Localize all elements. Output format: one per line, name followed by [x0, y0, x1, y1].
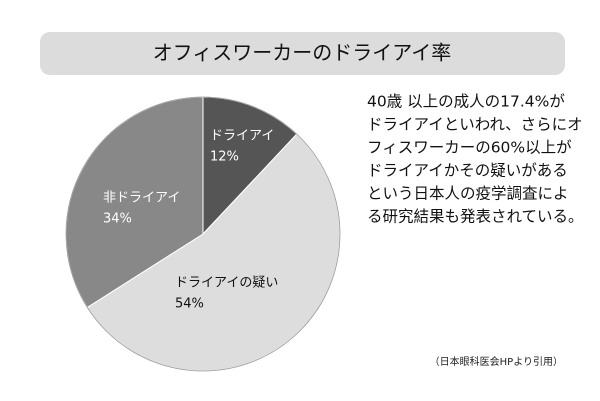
slice-value-label: 54%	[175, 297, 204, 312]
slice-value-label: 12%	[210, 150, 239, 165]
chart-title: オフィスワーカーのドライアイ率	[153, 41, 452, 65]
slice-label: ドライアイ	[210, 129, 274, 144]
title-box	[40, 32, 565, 75]
description-line: ドライアイといわれ、さらにオ	[367, 116, 583, 134]
description-line: フィスワーカーの60%以上が	[367, 139, 572, 157]
description-line: る研究結果も発表されている。	[367, 208, 584, 226]
slice-label: 非ドライアイ	[103, 191, 180, 206]
source-note: （日本眼科医会HPより引用）	[430, 355, 563, 368]
slice-value-label: 34%	[103, 212, 132, 227]
slice-label: ドライアイの疑い	[175, 275, 278, 291]
description-line: ドライアイかその疑いがある	[367, 162, 568, 180]
pie-outline	[65, 96, 341, 372]
description-line: という日本人の疫学調査によ	[367, 185, 569, 203]
description-line: 40歳 以上の成人の17.4%が	[367, 93, 565, 111]
